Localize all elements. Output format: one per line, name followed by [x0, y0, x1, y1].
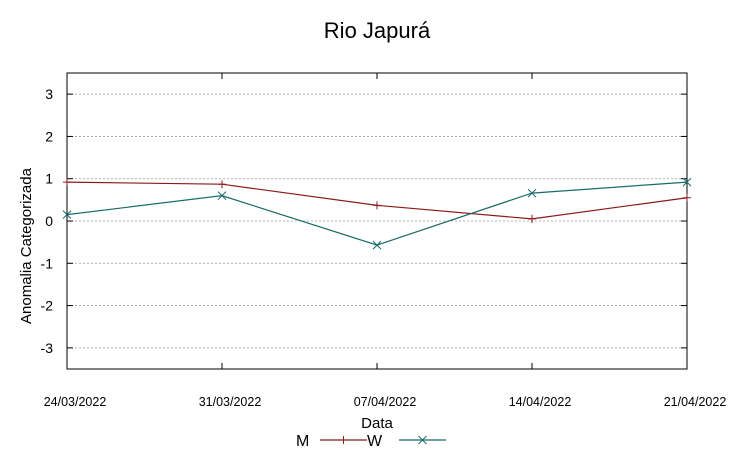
data-point-m: [528, 214, 536, 223]
x-tick-label: 21/04/2022: [664, 395, 727, 409]
y-tick-label: 1: [45, 171, 53, 187]
data-point-m: [63, 178, 71, 187]
y-axis-ticks: 3 2 1 0 -1 -2 -3: [41, 86, 687, 356]
marker-stroke: [217, 191, 227, 200]
marker-stroke: [682, 177, 692, 187]
x-tick-label: 24/03/2022: [44, 395, 107, 409]
series-line-m: [66, 181, 688, 220]
marker-stroke: [62, 210, 72, 220]
data-point-w: [62, 210, 72, 220]
y-tick-label: 0: [45, 213, 53, 229]
x-tick-label: 31/03/2022: [199, 395, 262, 409]
x-tick-label: 07/04/2022: [354, 395, 417, 409]
legend-marker-m: [339, 436, 348, 444]
series-line-w: [66, 181, 688, 246]
x-tick-label: 14/04/2022: [509, 395, 572, 409]
data-point-w: [217, 191, 227, 200]
legend-label-m: M: [296, 433, 309, 450]
gridlines: [67, 93, 687, 349]
legend-label-w: W: [367, 433, 383, 450]
y-tick-label: -1: [41, 255, 54, 271]
data-point-m: [373, 201, 381, 210]
x-axis-label: Data: [361, 415, 393, 432]
marker-stroke: [418, 435, 427, 445]
chart-title: Rio Japurá: [324, 18, 431, 43]
marker-stroke: [527, 188, 537, 198]
marker-stroke: [372, 240, 382, 250]
legend-marker-w: [418, 435, 427, 445]
data-point-m: [683, 193, 691, 202]
y-tick-label: 2: [45, 128, 53, 144]
y-tick-label: 3: [45, 86, 53, 102]
y-axis-label: Anomalia Categorizada: [18, 167, 35, 324]
data-point-w: [527, 188, 537, 198]
y-tick-label: -2: [41, 298, 54, 314]
data-point-w: [372, 240, 382, 250]
data-point-m: [218, 180, 226, 189]
x-axis-ticks: 24/03/2022 31/03/2022 07/04/2022 14/04/2022…: [44, 73, 727, 409]
data-point-w: [682, 177, 692, 187]
y-tick-label: -3: [41, 340, 54, 356]
series-group: [62, 177, 692, 250]
